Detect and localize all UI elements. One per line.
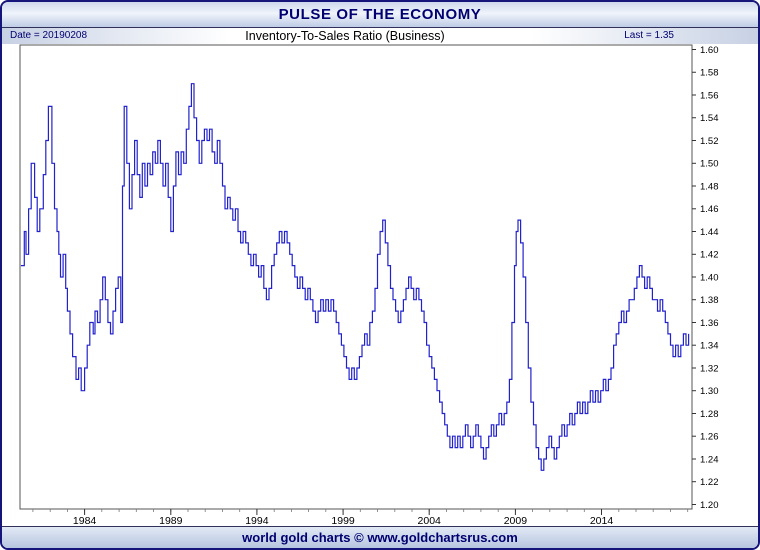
chart-header: Date = 20190208 Inventory-To-Sales Ratio… — [2, 28, 758, 44]
x-tick-label: 1989 — [159, 515, 183, 526]
y-tick-label: 1.46 — [700, 204, 719, 215]
y-tick-label: 1.26 — [700, 432, 719, 443]
title-bar: PULSE OF THE ECONOMY — [2, 2, 758, 28]
y-tick-label: 1.42 — [700, 250, 719, 261]
date-badge: Date = 20190208 — [10, 30, 88, 41]
app-title: PULSE OF THE ECONOMY — [278, 6, 482, 23]
y-tick-label: 1.48 — [700, 181, 719, 192]
y-tick-label: 1.24 — [700, 454, 719, 465]
series-line — [20, 83, 690, 471]
footer-credit: world gold charts © www.goldchartsrus.co… — [242, 530, 518, 545]
chart-area: 1.60 1.58 1.56 1.54 1.52 1.50 1.48 1.46 1.44 1.42… — [2, 44, 758, 526]
y-tick-label: 1.36 — [700, 318, 719, 329]
y-tick-label: 1.34 — [700, 341, 719, 352]
y-tick-label: 1.60 — [700, 45, 719, 56]
x-tick-label: 1984 — [73, 515, 97, 526]
y-tick-label: 1.54 — [700, 113, 719, 124]
x-tick-label: 2004 — [418, 515, 442, 526]
y-tick-label: 1.44 — [700, 227, 719, 238]
y-tick-label: 1.28 — [700, 409, 719, 420]
chart-canvas: 1.60 1.58 1.56 1.54 1.52 1.50 1.48 1.46 1.44 1.42… — [19, 44, 719, 526]
footer-bar: world gold charts © www.goldchartsrus.co… — [2, 526, 758, 548]
y-tick-label: 1.30 — [700, 386, 719, 397]
y-tick-label: 1.22 — [700, 477, 719, 488]
y-tick-label: 1.40 — [700, 272, 719, 283]
x-tick-label: 2014 — [590, 515, 614, 526]
x-tick-label: 1994 — [245, 515, 269, 526]
y-tick-label: 1.50 — [700, 159, 719, 170]
y-tick-label: 1.20 — [700, 500, 719, 511]
x-tick-label: 2009 — [504, 515, 528, 526]
y-tick-label: 1.56 — [700, 90, 719, 101]
y-tick-label: 1.32 — [700, 363, 719, 374]
y-tick-label: 1.38 — [700, 295, 719, 306]
y-tick-label: 1.52 — [700, 136, 719, 147]
y-tick-label: 1.58 — [700, 68, 719, 79]
x-tick-label: 1999 — [331, 515, 355, 526]
chart-title: Inventory-To-Sales Ratio (Business) — [245, 29, 445, 43]
plot-border — [19, 44, 693, 510]
last-value-badge: Last = 1.35 — [624, 30, 674, 41]
